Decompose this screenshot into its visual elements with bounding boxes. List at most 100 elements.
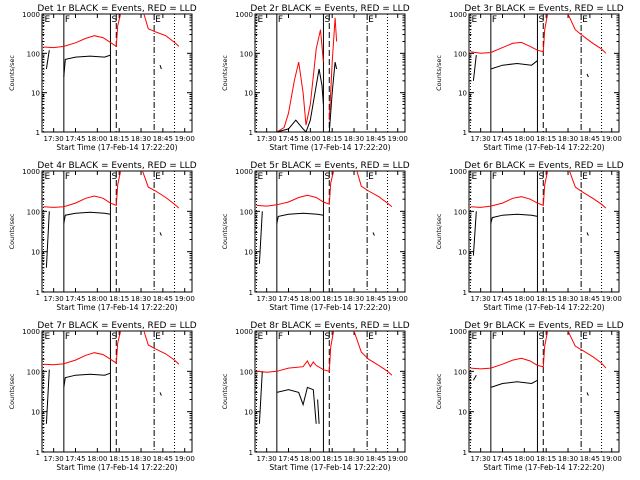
y-tick-label: 1 [463,289,467,297]
plot-frame [254,13,406,133]
y-tick-label: 1000 [449,168,467,176]
events-series-line [472,55,477,81]
y-tick-label: 1 [249,449,253,457]
events-series-line [372,232,375,236]
panel-det-7: Det 7r BLACK = Events, RED = LLD 1 10 100 10… [8,321,197,472]
x-tick-label: 18:15 [109,455,129,463]
events-series-line [490,379,538,388]
x-tick-label: 18:45 [153,455,173,463]
x-tick-label: 17:45 [65,455,85,463]
events-series-line [159,232,162,236]
x-tick-label: 17:45 [492,455,512,463]
x-tick-label: 18:00 [514,455,534,463]
x-tick-label: 18:45 [366,295,386,303]
marker-label: E [257,332,263,342]
x-axis-label: Start Time (17-Feb-14 17:22:20) [56,143,177,152]
marker-label: E [44,332,50,342]
y-tick-label: 10 [458,409,467,417]
marker-label: F [278,172,283,182]
marker-label: E [582,332,588,342]
y-tick-label: 10 [458,249,467,257]
marker-label: F [278,332,283,342]
events-series-line [258,211,263,264]
y-tick-label: 1000 [235,11,253,19]
x-tick-label: 18:15 [322,455,342,463]
y-axis-label: Counts/sec [435,55,443,91]
x-tick-label: 17:30 [44,135,64,143]
lld-series-line [567,331,607,369]
marker-label: E [582,172,588,182]
plot-frame [41,330,193,453]
events-series-line [256,68,324,132]
y-tick-label: 10 [31,409,40,417]
marker-label: S [538,332,544,342]
marker-label: F [492,172,497,182]
x-tick-label: 18:45 [580,135,600,143]
marker-label: S [538,15,544,25]
y-tick-label: 1 [36,449,40,457]
lld-series-line [142,171,180,209]
panel-det-5: Det 5r BLACK = Events, RED = LLD 1 10 100 10… [221,161,410,312]
x-tick-label: 18:15 [536,455,556,463]
events-series-line [328,61,338,132]
y-tick-label: 100 [454,368,467,376]
y-axis-label: Counts/sec [435,373,443,409]
events-series-line [586,232,589,236]
x-tick-label: 18:30 [344,455,364,463]
y-tick-label: 1000 [235,328,253,336]
plot-frame [468,170,620,293]
panel-det-4: Det 4r BLACK = Events, RED = LLD 1 10 100 10… [8,161,197,312]
y-tick-label: 1 [36,129,40,137]
x-tick-label: 19:00 [388,295,408,303]
y-tick-label: 100 [454,50,467,58]
x-tick-label: 18:15 [322,135,342,143]
x-tick-label: 17:45 [492,135,512,143]
marker-label: S [324,332,330,342]
x-tick-label: 18:00 [300,455,320,463]
y-tick-label: 100 [454,208,467,216]
panel-title: Det 9r BLACK = Events, RED = LLD [464,321,623,331]
x-tick-label: 17:30 [257,295,277,303]
plot-frame [468,330,620,453]
y-tick-label: 1000 [22,168,40,176]
x-tick-label: 18:30 [344,295,364,303]
y-tick-label: 1 [249,129,253,137]
marker-label: E [155,15,161,25]
x-tick-label: 17:45 [65,295,85,303]
x-tick-label: 19:00 [175,135,195,143]
y-tick-label: 1000 [449,328,467,336]
lld-series-line [470,14,549,54]
x-tick-label: 17:30 [44,295,64,303]
marker-label: E [155,172,161,182]
marker-label: F [65,332,70,342]
plot-frame [41,170,193,293]
x-axis-label: Start Time (17-Feb-14 17:22:20) [56,463,177,472]
lld-series-line [567,14,607,54]
marker-label: S [111,332,117,342]
y-tick-label: 100 [240,50,253,58]
x-tick-label: 17:30 [44,455,64,463]
y-tick-label: 1000 [449,11,467,19]
x-tick-label: 19:00 [602,135,622,143]
panel-title: Det 5r BLACK = Events, RED = LLD [250,161,409,171]
panel-det-9: Det 9r BLACK = Events, RED = LLD 1 10 100 10… [435,321,624,472]
x-tick-label: 18:45 [153,295,173,303]
events-series-line [490,60,538,70]
events-series-line [490,213,538,224]
x-tick-label: 19:00 [175,455,195,463]
x-tick-label: 17:30 [257,455,277,463]
x-axis-label: Start Time (17-Feb-14 17:22:20) [269,463,390,472]
x-tick-label: 18:15 [109,295,129,303]
x-tick-label: 17:30 [257,135,277,143]
marker-label: E [155,332,161,342]
lld-series-line [356,171,393,208]
y-axis-label: Counts/sec [8,373,16,409]
x-tick-label: 19:00 [388,135,408,143]
x-axis-label: Start Time (17-Feb-14 17:22:20) [269,303,390,312]
x-tick-label: 18:30 [558,135,578,143]
marker-label: E [368,15,374,25]
x-tick-label: 19:00 [175,295,195,303]
x-tick-label: 18:15 [536,295,556,303]
y-axis-label: Counts/sec [221,373,229,409]
panel-title: Det 8r BLACK = Events, RED = LLD [250,321,409,331]
